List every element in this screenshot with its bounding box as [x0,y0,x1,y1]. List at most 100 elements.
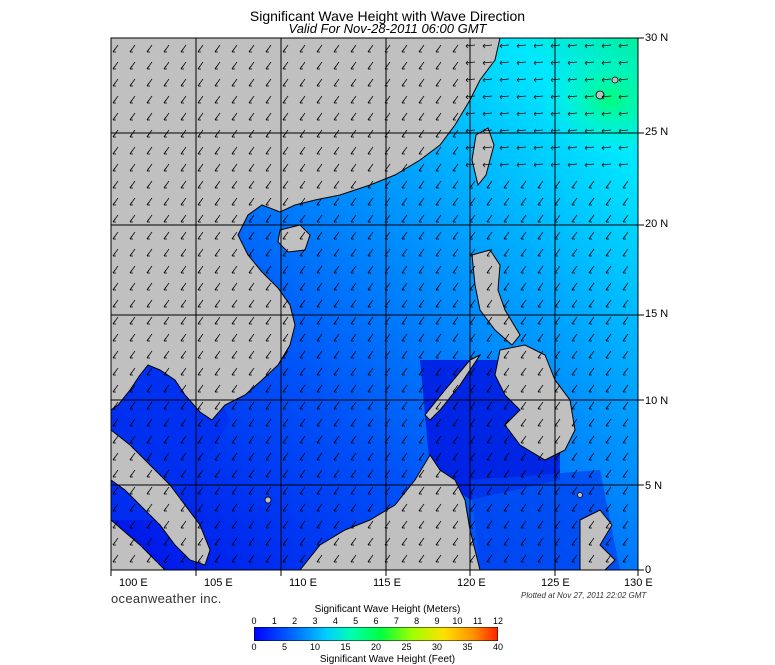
arrow-head [350,558,354,563]
arrow-head [180,235,184,240]
arrow-head [129,48,133,53]
arrow-head [588,507,592,512]
arrow-head [567,60,571,66]
arrow-head [299,116,303,121]
arrow-head [265,269,269,274]
colorbar-meter-label: 8 [414,616,420,626]
arrow-head [146,65,150,70]
arrow-head [146,269,150,274]
arrow-head [333,456,337,461]
arrow-head [333,286,337,291]
arrow-head [248,422,252,427]
arrow-head [435,99,439,104]
arrow-head [367,473,371,478]
arrow-head [163,252,167,257]
arrow-head [231,65,235,70]
arrow-head [503,201,507,206]
arrow-head [265,48,269,53]
arrow-head [333,167,337,172]
arrow-head [418,82,422,87]
arrow-head [248,235,252,240]
arrow-head [520,286,524,291]
arrow-head [486,422,490,427]
arrow-head [588,235,592,240]
arrow-head [163,541,167,546]
arrow-head [146,337,150,342]
arrow-head [452,371,456,376]
arrow-head [503,405,507,410]
arrow-head [503,303,507,308]
arrow-head [265,354,269,359]
arrow-head [197,303,201,308]
arrow-head [333,405,337,410]
arrow-head [452,286,456,291]
arrow-head [163,65,167,70]
arrow-head [248,133,252,138]
arrow-head [248,201,252,206]
arrow-head [231,201,235,206]
arrow-head [503,252,507,257]
arrow-head [520,354,524,359]
arrow-head [401,167,405,172]
wave-direction-arrow [601,163,612,166]
arrow-head [248,65,252,70]
arrow-head [299,133,303,138]
arrow-head [588,558,592,563]
arrow-head [299,48,303,53]
arrow-head [112,252,116,257]
arrow-head [622,439,626,444]
arrow-head [367,405,371,410]
arrow-head [282,65,286,70]
arrow-head [265,439,269,444]
arrow-head [601,77,605,83]
arrow-head [435,303,439,308]
arrow-head [299,337,303,342]
arrow-head [163,354,167,359]
arrow-head [282,439,286,444]
arrow-head [418,150,422,155]
arrow-head [452,490,456,495]
arrow-head [350,150,354,155]
lon-label: 110 E [289,577,317,589]
arrow-head [350,218,354,223]
wave-direction-arrow [567,129,578,132]
arrow-head [350,82,354,87]
arrow-head [180,252,184,257]
arrow-head [316,422,320,427]
wave-direction-arrow [567,78,578,81]
arrow-head [282,48,286,53]
arrow-head [163,150,167,155]
arrow-head [146,354,150,359]
arrow-head [163,269,167,274]
arrow-head [516,43,520,49]
arrow-head [112,371,116,376]
arrow-head [214,65,218,70]
arrow-head [180,150,184,155]
arrow-head [180,371,184,376]
arrow-head [112,286,116,291]
arrow-head [452,65,456,70]
arrow-head [401,507,405,512]
arrow-head [350,337,354,342]
arrow-head [333,320,337,325]
arrow-head [350,133,354,138]
arrow-head [435,558,439,563]
arrow-head [418,541,422,546]
arrow-head [435,116,439,121]
colorbar-meter-label: 5 [353,616,359,626]
arrow-head [214,320,218,325]
arrow-head [333,558,337,563]
arrow-head [367,456,371,461]
arrow-head [197,320,201,325]
arrow-head [299,82,303,87]
arrow-head [537,439,541,444]
arrow-head [584,145,588,151]
arrow-head [588,490,592,495]
wave-direction-arrow [601,95,612,98]
arrow-head [316,116,320,121]
wave-direction-arrow [482,112,493,115]
arrow-head [163,116,167,121]
arrow-head [503,286,507,291]
arrow-head [499,162,503,168]
wave-direction-arrow [482,129,493,132]
